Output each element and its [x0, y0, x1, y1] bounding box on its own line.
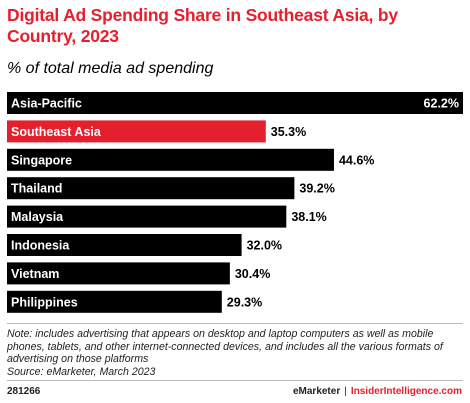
- chart-id: 281266: [7, 386, 41, 397]
- category-label-malaysia: Malaysia: [11, 210, 64, 224]
- bar-singapore: [7, 148, 334, 171]
- brand-footer: eMarketer | InsiderIntelligence.com: [293, 386, 462, 397]
- bar-thailand: [7, 177, 295, 200]
- category-label-thailand: Thailand: [11, 182, 62, 196]
- value-label-indonesia: 32.0%: [247, 239, 282, 253]
- value-label-thailand: 39.2%: [299, 182, 334, 196]
- bar-asia-pacific: [7, 92, 463, 114]
- category-label-indonesia: Indonesia: [11, 239, 70, 253]
- bar-indonesia: [7, 234, 242, 256]
- footer-note: Note: includes advertising that appears …: [7, 328, 467, 378]
- value-label-singapore: 44.6%: [339, 153, 374, 167]
- value-label-southeast-asia: 35.3%: [271, 125, 306, 139]
- category-label-philippines: Philippines: [11, 295, 78, 309]
- source-text: Source: eMarketer, March 2023: [7, 365, 156, 378]
- category-label-vietnam: Vietnam: [11, 267, 59, 281]
- footer-divider-top: [7, 323, 463, 324]
- chart-title: Digital Ad Spending Share in Southeast A…: [7, 5, 398, 46]
- bar-chart: Asia-Pacific 62.2% Southeast Asia 35.3% Sing…: [7, 92, 463, 313]
- brand-emarketer: eMarketer: [292, 386, 341, 397]
- bar-southeast-asia: [7, 120, 266, 143]
- value-label-malaysia: 38.1%: [291, 210, 326, 224]
- bar-vietnam: [7, 262, 230, 285]
- value-label-asia-pacific: 62.2%: [424, 97, 459, 111]
- category-label-singapore: Singapore: [11, 153, 72, 167]
- footer-divider-bottom: [7, 380, 463, 381]
- note-text: Note: includes advertising that appears …: [7, 328, 443, 365]
- value-label-philippines: 29.3%: [227, 295, 262, 309]
- chart-subtitle: % of total media ad spending: [7, 60, 214, 77]
- value-label-vietnam: 30.4%: [235, 267, 270, 281]
- bar-philippines: [7, 290, 222, 313]
- category-label-asia-pacific: Asia-Pacific: [11, 97, 82, 111]
- category-label-southeast-asia: Southeast Asia: [11, 125, 102, 139]
- bar-malaysia: [7, 205, 287, 228]
- brand-insider[interactable]: InsiderIntelligence.com: [350, 386, 462, 397]
- brand-separator: |: [344, 386, 347, 397]
